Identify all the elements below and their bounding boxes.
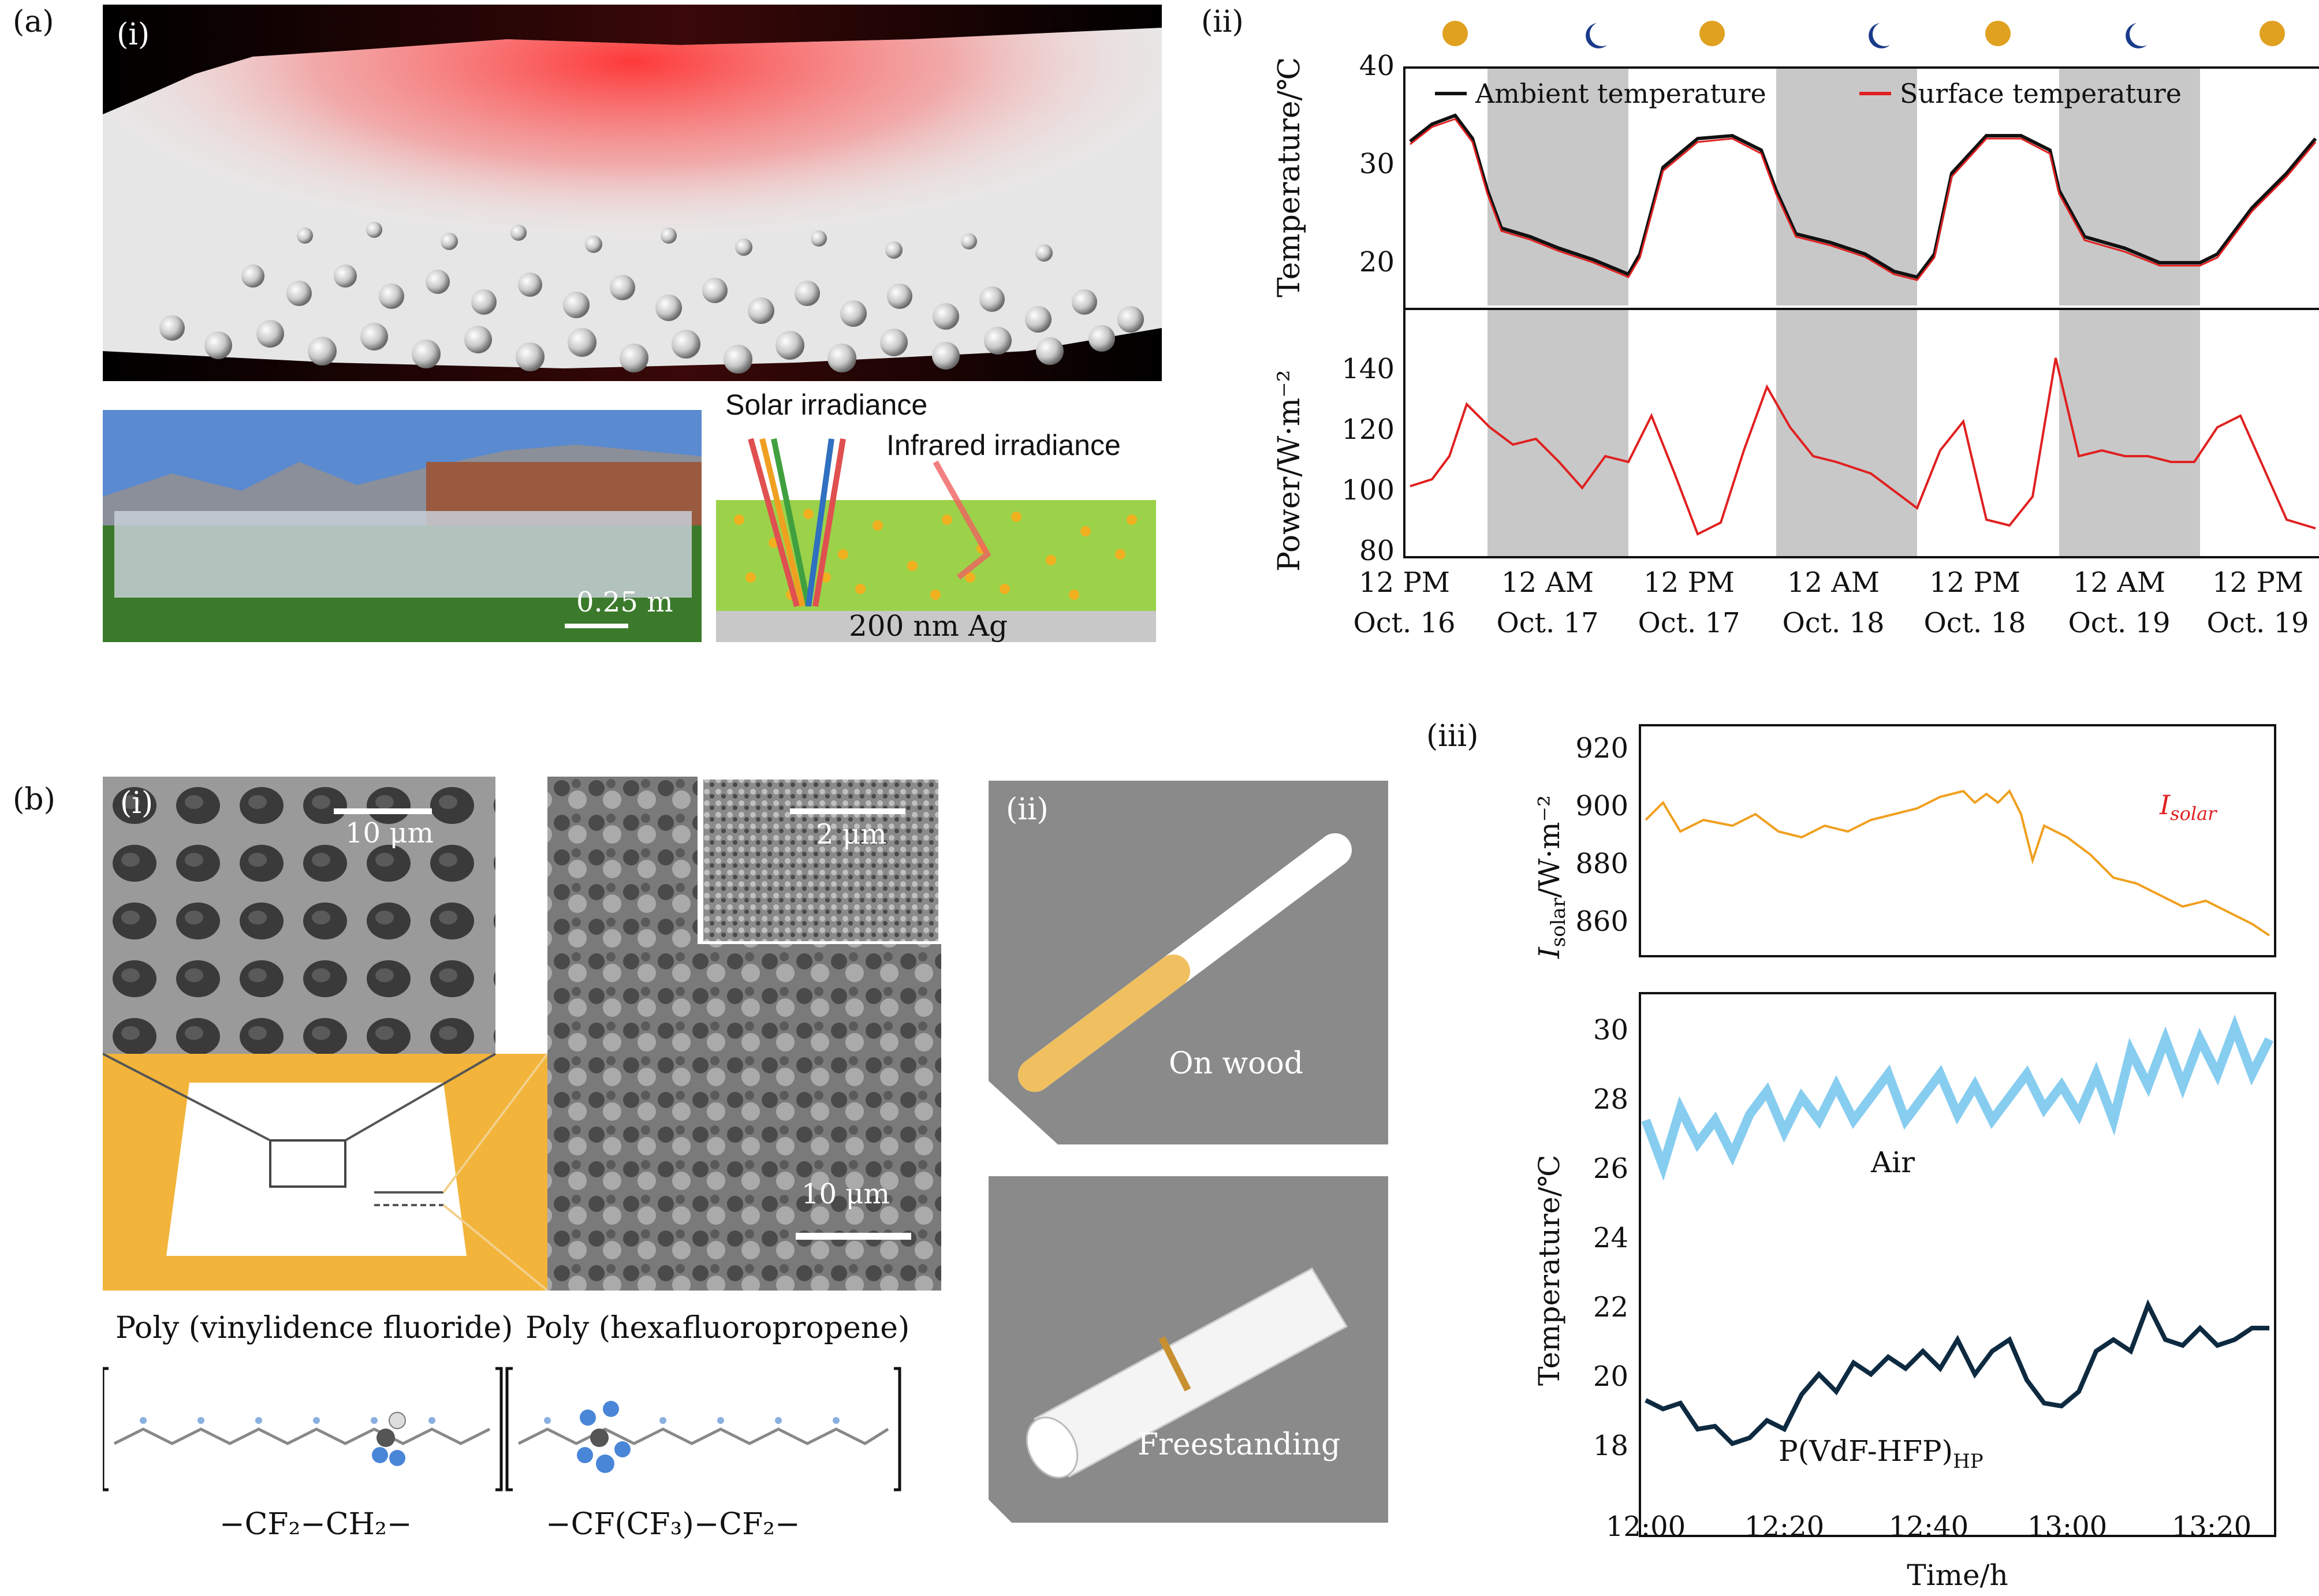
ytick-temp-18: 18 (1593, 1430, 1628, 1462)
panel-a-sub-i: (i) (117, 17, 150, 52)
scale-bar-2um: 2 μm (816, 818, 887, 851)
ylabel-temperature: Temperature/℃ (1272, 57, 1307, 297)
sun-icon-1 (1442, 21, 1468, 46)
ytick-bottom-140: 140 (1341, 353, 1395, 385)
xtick-3-date: Oct. 17 (1638, 607, 1740, 639)
legend-ambient-temperature: Ambient temperature (1475, 78, 1766, 109)
on-wood-label: On wood (1169, 1046, 1304, 1081)
night-band-4 (1487, 309, 1628, 557)
xtick-1200: 12:00 (1606, 1511, 1686, 1543)
xtick-4-date: Oct. 18 (1782, 607, 1884, 639)
on-wood-photo: (ii) On wood (989, 781, 1388, 1144)
xtick-1320: 13:20 (2172, 1511, 2251, 1543)
ytick-solar-900: 900 (1575, 790, 1628, 822)
pvdf-formula: −CF₂−CH₂− (219, 1507, 412, 1542)
panel-b-label: (b) (13, 782, 55, 817)
xtick-1220: 12:20 (1744, 1511, 1824, 1543)
solar-irradiance-label: Solar irradiance (725, 389, 928, 421)
moon-icon-3 (2126, 23, 2147, 49)
xtick-1-time: 12 PM (1359, 566, 1450, 599)
pvdf-temperature-line (1645, 1299, 2269, 1446)
polymer-structure (103, 1367, 901, 1491)
irradiance-schematic: Solar irradiance Infrared irradiance 200… (716, 381, 1172, 642)
hfp-name: Poly (hexafluoropropene) (525, 1311, 910, 1345)
ytick-temp-22: 22 (1593, 1291, 1628, 1323)
air-temperature-line (1641, 1015, 2274, 1181)
sun-icon-3 (1985, 21, 2011, 46)
ytick-temp-24: 24 (1593, 1222, 1628, 1254)
xlabel-time: Time/h (1907, 1558, 2008, 1592)
ytick-top-30: 30 (1359, 148, 1395, 180)
xtick-1240: 12:40 (1889, 1511, 1968, 1543)
ytick-bottom-120: 120 (1341, 413, 1395, 446)
xtick-1300: 13:00 (2027, 1511, 2107, 1543)
xtick-6-time: 12 AM (2073, 566, 2165, 599)
ytick-temp-26: 26 (1593, 1153, 1628, 1185)
scale-bar-10um-a: 10 μm (345, 817, 434, 849)
hfp-formula: −CF(CF₃)−CF₂− (546, 1507, 800, 1542)
panel-b-sub-ii: (ii) (1006, 792, 1049, 827)
ytick-temp-20: 20 (1593, 1360, 1628, 1393)
xtick-6-date: Oct. 19 (2068, 607, 2170, 639)
ytick-top-40: 40 (1359, 50, 1395, 82)
ytick-solar-860: 860 (1575, 905, 1628, 938)
xtick-7-date: Oct. 19 (2206, 607, 2309, 639)
ytick-solar-920: 920 (1575, 732, 1628, 765)
xtick-4-time: 12 AM (1787, 566, 1880, 599)
solar-irradiance-line (1645, 789, 2270, 937)
moon-icon-1 (1586, 23, 1607, 49)
legend-solar-label: Isolar (2159, 789, 2217, 825)
ag-layer-label: 200 nm Ag (849, 609, 1008, 642)
sem-film-composite: (i) 10 μm 2 μm 10 μm (103, 777, 941, 1291)
night-band-6 (2059, 309, 2200, 557)
day-night-chart: Ambient temperature Surface temperature … (1272, 21, 2319, 639)
sun-icon-2 (1699, 21, 1725, 46)
xtick-5-time: 12 PM (1929, 566, 2020, 599)
night-band-5 (1776, 309, 1917, 557)
ytick-bottom-100: 100 (1341, 474, 1395, 506)
legend-surface-temperature: Surface temperature (1900, 78, 2182, 109)
freestanding-photo: Freestanding (989, 1176, 1388, 1523)
freestanding-label: Freestanding (1138, 1427, 1341, 1462)
panel-b-sub-i: (i) (120, 786, 154, 821)
ylabel-power: Power/W·m⁻² (1272, 370, 1307, 572)
film-rendering: (i) (103, 5, 1162, 381)
ytick-top-20: 20 (1359, 246, 1395, 278)
ytick-solar-880: 880 (1575, 848, 1628, 880)
xtick-3-time: 12 PM (1643, 566, 1735, 599)
temperature-plot-area (1403, 66, 2319, 558)
panel-a-label: (a) (13, 5, 54, 39)
sun-icon-4 (2260, 21, 2285, 46)
surface-temperature-line (1410, 118, 2317, 281)
scale-bar-10um-b: 10 μm (801, 1178, 890, 1210)
moon-icon-2 (1869, 23, 1890, 49)
ytick-temp-30: 30 (1593, 1014, 1628, 1046)
xtick-5-date: Oct. 18 (1923, 607, 2026, 639)
xtick-2-date: Oct. 17 (1496, 607, 1598, 639)
label-pvdf: P(VdF-HFP)HP (1779, 1434, 1984, 1473)
night-band-2 (1776, 68, 1917, 305)
xtick-2-time: 12 AM (1501, 566, 1594, 599)
cooling-power-line (1410, 357, 2316, 536)
panel-a-sub-ii: (ii) (1201, 5, 1244, 39)
photo-scale-label: 0.25 m (576, 586, 673, 618)
ytick-temp-28: 28 (1593, 1083, 1628, 1116)
xtick-1-date: Oct. 16 (1353, 607, 1455, 639)
ambient-temperature-line (1409, 113, 2317, 279)
label-air: Air (1870, 1146, 1915, 1179)
outdoor-film-photo: 0.25 m (103, 410, 702, 642)
infrared-irradiance-label: Infrared irradiance (886, 429, 1121, 461)
solar-temperature-chart: Isolar 920 900 880 860 Isolar/W·m⁻² Air … (1533, 724, 2276, 1592)
xtick-7-time: 12 PM (2212, 566, 2303, 599)
pvdf-name: Poly (vinylidence fluoride) (115, 1311, 513, 1345)
ylabel-temperature-b: Temperature/℃ (1533, 1155, 1566, 1386)
panel-b-sub-iii: (iii) (1426, 719, 1479, 754)
ylabel-solar: Isolar/W·m⁻² (1533, 795, 1570, 959)
ytick-bottom-80: 80 (1359, 535, 1395, 567)
